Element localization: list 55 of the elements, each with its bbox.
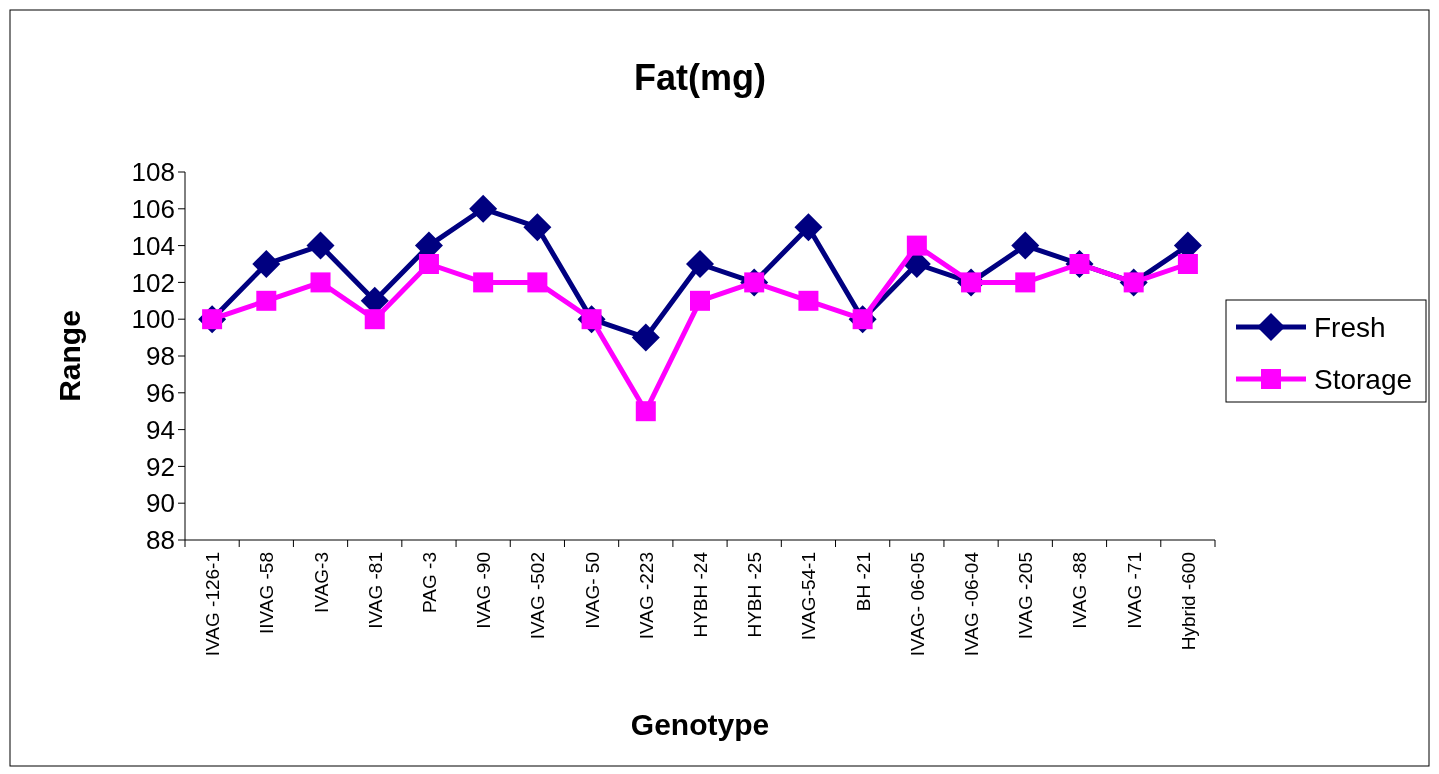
x-tick-label: IIVAG -58: [256, 552, 278, 635]
y-tick-label: 96: [146, 377, 175, 408]
y-tick-label: 100: [131, 304, 175, 335]
x-tick-label: IVAG -502: [527, 552, 549, 640]
point: [310, 272, 331, 293]
x-tick-label: IVAG-54-1: [798, 552, 820, 641]
point: [794, 213, 823, 242]
point: [306, 231, 335, 260]
legend-label: Fresh: [1314, 311, 1386, 343]
x-tick-label: HYBH -24: [690, 551, 711, 638]
x-tick-label: IVAG -205: [1015, 552, 1037, 640]
y-axis-title: Range: [53, 310, 86, 402]
point: [798, 290, 819, 311]
x-tick-label: IVAG -90: [473, 552, 495, 629]
point: [1011, 231, 1040, 260]
point: [418, 254, 439, 274]
y-tick-label: 90: [146, 488, 175, 519]
x-tick-label: IVAG -06-04: [961, 551, 983, 657]
y-tick-label: 98: [146, 341, 175, 372]
x-tick-label: IVAG -88: [1069, 552, 1091, 629]
chart-title: Fat(mg): [634, 57, 766, 98]
point: [631, 323, 660, 352]
y-tick-label: 106: [131, 193, 175, 224]
point: [1177, 254, 1198, 274]
point: [364, 309, 385, 330]
x-tick-label: IVAG -223: [635, 552, 657, 640]
point: [469, 194, 498, 223]
x-axis-title: Genotype: [630, 708, 770, 741]
point: [252, 250, 281, 278]
point: [906, 235, 927, 256]
y-tick-label: 94: [146, 414, 175, 445]
point: [690, 290, 710, 311]
x-tick-label: HYBH -25: [744, 552, 766, 638]
point: [686, 250, 714, 278]
point: [635, 401, 656, 422]
x-tick-label: BH -21: [852, 552, 874, 612]
legend-label: Storage: [1314, 363, 1413, 395]
x-tick-label: IVAG -81: [364, 552, 386, 629]
point: [527, 272, 548, 293]
point: [473, 272, 494, 293]
x-tick-label: IVAG- 50: [581, 552, 603, 629]
point: [256, 290, 277, 311]
y-tick-label: 108: [131, 157, 175, 188]
y-tick-label: 88: [146, 525, 175, 556]
x-tick-label: IVAG -126-1: [202, 552, 224, 657]
x-tick-label: PAG -3: [418, 552, 440, 613]
point: [523, 213, 552, 242]
x-tick-label: Hybrid -600: [1177, 552, 1199, 651]
y-tick-label: 102: [131, 267, 175, 298]
point: [1015, 272, 1036, 293]
y-tick-label: 104: [131, 230, 175, 261]
y-tick-label: 92: [146, 451, 175, 482]
x-tick-label: IVAG-3: [310, 552, 332, 613]
x-tick-label: IVAG -71: [1123, 552, 1145, 629]
x-tick-label: IVAG- 06-05: [906, 552, 928, 657]
